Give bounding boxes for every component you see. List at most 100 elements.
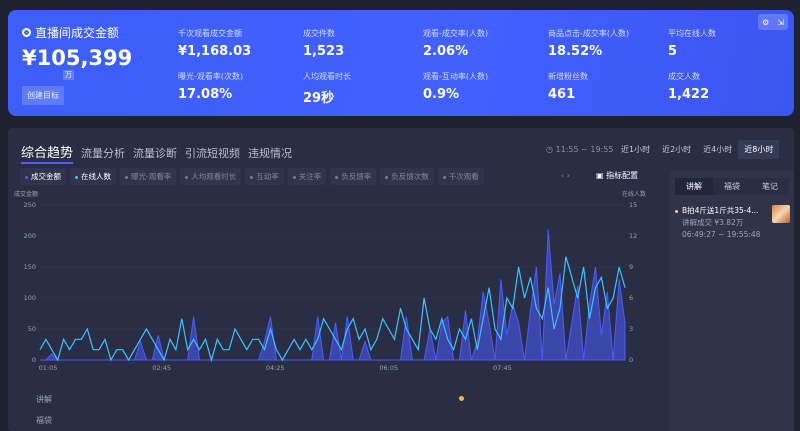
legend-item[interactable]: 成交金额 — [20, 168, 66, 185]
legend-item[interactable]: 负反馈率 — [330, 168, 377, 185]
metric-value: 5 — [668, 44, 678, 59]
x-tick: 04:25 — [266, 364, 285, 372]
metric-label: 成交人数 — [668, 72, 700, 81]
metric-label: 千次观看成交金额 — [178, 29, 242, 38]
series-online-line — [39, 256, 626, 363]
tab-2[interactable]: 流量诊断 — [133, 147, 178, 160]
trend-chart: 成交金额 在线人数 0 50 100 150 200 250 0 3 6 9 12 15 01:05 02:4… — [14, 190, 646, 372]
tab-bar: 综合趋势 流量分析 流量诊断 引流短视频 违规情况 — [21, 142, 292, 164]
range-option[interactable]: 近8小时 — [738, 140, 780, 159]
tab-4[interactable]: 违规情况 — [248, 147, 293, 160]
metric-value: ¥1,168.03 — [178, 44, 252, 59]
time-range-text: 11:55 ~ 19:55 — [555, 145, 614, 154]
legend-label: 负反馈次数 — [391, 172, 429, 181]
legend-dot — [292, 175, 296, 179]
legend-label: 负反馈率 — [341, 172, 372, 181]
legend-item[interactable]: 千次观看 — [437, 168, 484, 185]
right-tick: 15 — [629, 201, 637, 209]
legend-item[interactable]: 关注率 — [287, 168, 327, 185]
legend-dot — [185, 175, 189, 179]
legend-item[interactable]: 在线人数 — [70, 168, 116, 185]
right-tick: 3 — [629, 325, 633, 333]
right-tick: 6 — [629, 294, 633, 302]
side-tab[interactable]: 讲解 — [675, 178, 713, 195]
side-tab[interactable]: 福袋 — [713, 178, 751, 195]
right-tick: 0 — [629, 356, 633, 364]
metric-label: 人均观看时长 — [303, 72, 351, 81]
range-option[interactable]: 近1小时 — [621, 145, 651, 154]
create-target-button[interactable]: 创建目标 — [22, 86, 64, 105]
summary-title-text: 直播间成交金额 — [35, 26, 120, 40]
explain-marker[interactable] — [459, 396, 464, 401]
time-range: ◷ 11:55 ~ 19:55 — [546, 145, 613, 154]
metric: 观看-互动率(人数) 0.9% — [423, 71, 488, 102]
metric: 成交人数 1,422 — [668, 71, 709, 102]
metric-value: 0.9% — [423, 87, 460, 102]
bullet-icon — [675, 210, 678, 213]
legend-label: 互动率 — [256, 172, 279, 181]
side-tab[interactable]: 笔记 — [751, 178, 789, 195]
left-tick: 0 — [32, 356, 36, 364]
explain-item[interactable]: B拍4斤送1斤共35-4... 讲解成交 ¥3.82万 06:49:27 ~ 1… — [675, 205, 790, 241]
range-option[interactable]: 近4小时 — [703, 145, 733, 154]
metric-label: 成交件数 — [303, 29, 335, 38]
left-tick: 50 — [28, 325, 36, 333]
row-label-explain: 讲解 — [36, 395, 52, 404]
tab-3[interactable]: 引流短视频 — [185, 147, 241, 160]
gmv-unit: 万 — [63, 70, 74, 80]
left-tick: 250 — [24, 201, 36, 209]
metric: 成交件数 1,523 — [303, 28, 344, 59]
metric: 观看-成交率(人数) 2.06% — [423, 28, 488, 59]
x-tick: 02:45 — [152, 364, 171, 372]
tab-1[interactable]: 流量分析 — [81, 147, 126, 160]
card-tools[interactable]: ⚙ ⇲ — [758, 14, 788, 30]
legend-dot — [385, 175, 389, 179]
item-time: 06:49:27 ~ 19:55:48 — [682, 230, 761, 239]
x-tick: 06:05 — [379, 364, 398, 372]
gear-icon[interactable]: ⚙ — [762, 17, 770, 27]
metric-label: 观看-成交率(人数) — [423, 29, 489, 38]
legend-pager[interactable]: ‹ › — [561, 171, 570, 180]
metric: 千次观看成交金额 ¥1,168.03 — [178, 28, 251, 59]
metric: 曝光-观看率(次数) 17.08% — [178, 71, 243, 102]
left-tick: 150 — [24, 263, 36, 271]
side-panel: 讲解 福袋 笔记 B拍4斤送1斤共35-4... 讲解成交 ¥3.82万 06:49… — [670, 170, 794, 431]
right-axis-label: 在线人数 — [622, 190, 646, 198]
metric-value: 2.06% — [423, 44, 469, 59]
legend-item[interactable]: 负反馈次数 — [380, 168, 434, 185]
legend-dot — [335, 175, 339, 179]
metric: 平均在线人数 5 — [668, 28, 716, 59]
legend-item[interactable]: 互动率 — [245, 168, 284, 185]
legend-label: 千次观看 — [448, 172, 479, 181]
metric-value: 29秒 — [303, 91, 335, 106]
tab-0[interactable]: 综合趋势 — [21, 142, 74, 164]
metric-label: 曝光-观看率(次数) — [178, 72, 244, 81]
target-icon — [22, 28, 31, 37]
item-sales: 讲解成交 ¥3.82万 — [682, 218, 744, 227]
legend-dot — [25, 175, 28, 179]
metric-label: 平均在线人数 — [668, 29, 716, 38]
legend-item[interactable]: 人均观看时长 — [180, 168, 242, 185]
metric-legend: 成交金额 在线人数 曝光-观看率 人均观看时长 互动率 关注率 负反馈率 负反馈次数 千次观看 — [20, 168, 484, 185]
legend-label: 在线人数 — [81, 172, 111, 181]
right-tick: 9 — [629, 263, 633, 271]
series-amount-area — [40, 229, 626, 361]
range-option[interactable]: 近2小时 — [662, 145, 692, 154]
legend-label: 成交金额 — [31, 172, 61, 181]
metric-config-button[interactable]: ▣ 指标配置 — [596, 171, 639, 180]
product-thumbnail — [772, 205, 790, 223]
clock-icon: ◷ — [546, 145, 553, 154]
right-tick: 12 — [629, 232, 637, 240]
legend-dot — [75, 175, 78, 179]
legend-dot — [250, 175, 254, 179]
metric: 商品点击-成交率(人数) 18.52% — [548, 28, 629, 59]
metric-value: 1,523 — [303, 44, 345, 59]
x-tick: 01:05 — [39, 364, 58, 372]
legend-item[interactable]: 曝光-观看率 — [120, 168, 177, 185]
collapse-icon[interactable]: ⇲ — [777, 17, 784, 27]
legend-dot — [442, 175, 446, 179]
row-label-lucky-bag: 福袋 — [36, 416, 52, 425]
item-title: B拍4斤送1斤共35-4... — [682, 206, 759, 215]
trend-panel: 综合趋势 流量分析 流量诊断 引流短视频 违规情况 ◷ 11:55 ~ 19:55 近1… — [8, 128, 794, 431]
metric-value: 17.08% — [178, 87, 233, 102]
